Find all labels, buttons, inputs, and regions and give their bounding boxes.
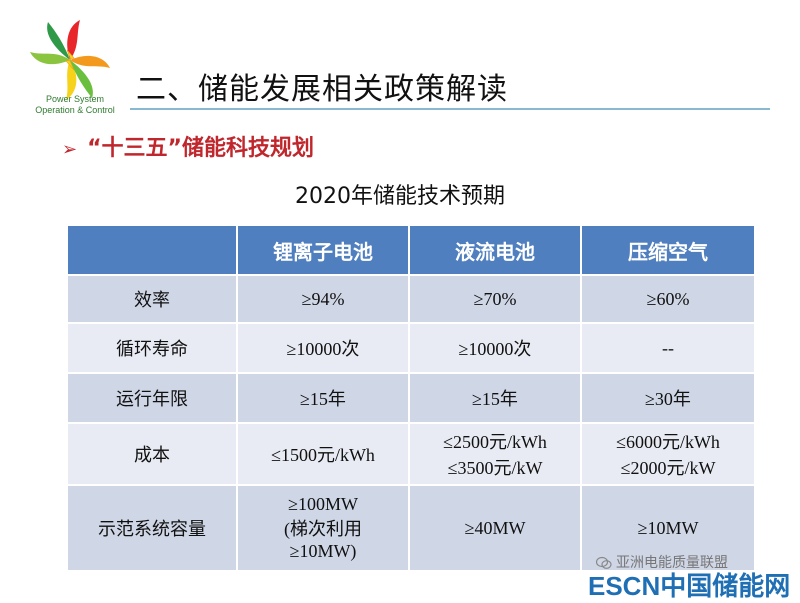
table-cell: ≥10MW (580, 484, 756, 572)
table-cell: ≥94% (236, 274, 410, 324)
table-cell: ≥100MW (梯次利用 ≥10MW) (236, 484, 410, 572)
cell-line: ≥70% (473, 288, 517, 309)
table-row: 循环寿命 ≥10000次 ≥10000次 -- (66, 322, 756, 374)
storage-expectation-table: 锂离子电池 液流电池 压缩空气 效率 ≥94% ≥70% ≥60% 循环寿命 ≥10000… (66, 224, 756, 572)
table-cell: ≥30年 (580, 372, 756, 424)
company-logo (14, 16, 126, 120)
table-cell: ≥40MW (408, 484, 582, 572)
watermark-alliance-text: 亚洲电能质量联盟 (616, 555, 728, 571)
cell-line: ≥10000次 (458, 339, 532, 359)
row-label: 示范系统容量 (66, 484, 238, 572)
table-cell: ≤2500元/kWh ≤3500元/kW (408, 422, 582, 486)
cell-line: ≥10MW (637, 517, 699, 538)
table-header-cell (66, 224, 238, 276)
table-cell: ≥70% (408, 274, 582, 324)
bullet-heading: ➢ “十三五”储能科技规划 (62, 130, 314, 162)
table-cell: ≥10000次 (408, 322, 582, 374)
table-cell: -- (580, 322, 756, 374)
table-caption: 2020年储能技术预期 (295, 184, 505, 209)
cell-line: ≥100MW (288, 494, 358, 514)
cell-line: ≤2000元/kW (620, 458, 716, 478)
watermark-esc: ESCN (588, 571, 661, 601)
cell-line: ≥10MW) (289, 541, 357, 561)
table-header-row: 锂离子电池 液流电池 压缩空气 (66, 224, 756, 276)
cell-line: ≤1500元/kWh (271, 445, 375, 465)
table-body: 效率 ≥94% ≥70% ≥60% 循环寿命 ≥10000次 ≥10000次 -- 运行年限 ≥1… (66, 274, 756, 572)
table-row: 成本 ≤1500元/kWh ≤2500元/kWh ≤3500元/kW ≤6000元/kW… (66, 422, 756, 486)
bullet-text: “十三五”储能科技规划 (87, 136, 315, 161)
cell-line: ≥10000次 (286, 339, 360, 359)
table-cell: ≤6000元/kWh ≤2000元/kW (580, 422, 756, 486)
watermark-escn: ESCN中国储能网 (588, 566, 790, 603)
table-cell: ≤1500元/kWh (236, 422, 410, 486)
cell-line: ≤6000元/kWh (616, 432, 720, 452)
wechat-icon (595, 556, 612, 570)
table-header-cell: 压缩空气 (580, 224, 756, 276)
watermark-alliance: 亚洲电能质量联盟 (595, 552, 728, 572)
table-row: 运行年限 ≥15年 ≥15年 ≥30年 (66, 372, 756, 424)
cell-line: ≥15年 (300, 389, 346, 409)
cell-line: ≤3500元/kW (447, 458, 543, 478)
logo-line2: Operation & Control (35, 105, 115, 115)
slide-title: 二、储能发展相关政策解读 (136, 72, 508, 107)
cell-line: ≥15年 (472, 389, 518, 409)
row-label: 运行年限 (66, 372, 238, 424)
title-divider (130, 108, 770, 110)
table-header-cell: 液流电池 (408, 224, 582, 276)
logo-text: Power System Operation & Control (20, 94, 130, 116)
cell-line: ≥30年 (645, 389, 691, 409)
logo-pinwheel-icon (30, 20, 110, 100)
table-cell: ≥15年 (236, 372, 410, 424)
row-label: 循环寿命 (66, 322, 238, 374)
watermark-cn: 中国储能网 (660, 572, 791, 602)
row-label: 效率 (66, 274, 238, 324)
table-cell: ≥60% (580, 274, 756, 324)
cell-line: -- (662, 337, 674, 358)
table-cell: ≥10000次 (236, 322, 410, 374)
row-label: 成本 (66, 422, 238, 486)
cell-line: ≥60% (646, 288, 690, 309)
cell-line: ≥94% (301, 288, 345, 309)
table-row: 效率 ≥94% ≥70% ≥60% (66, 274, 756, 324)
table-cell: ≥15年 (408, 372, 582, 424)
cell-line: ≥40MW (464, 517, 526, 538)
cell-line: (梯次利用 (284, 519, 362, 539)
bullet-arrow-icon: ➢ (62, 139, 78, 160)
cell-line: ≤2500元/kWh (443, 432, 547, 452)
table-header-cell: 锂离子电池 (236, 224, 410, 276)
logo-line1: Power System (45, 94, 105, 104)
table-row: 示范系统容量 ≥100MW (梯次利用 ≥10MW) ≥40MW ≥10MW (66, 484, 756, 572)
